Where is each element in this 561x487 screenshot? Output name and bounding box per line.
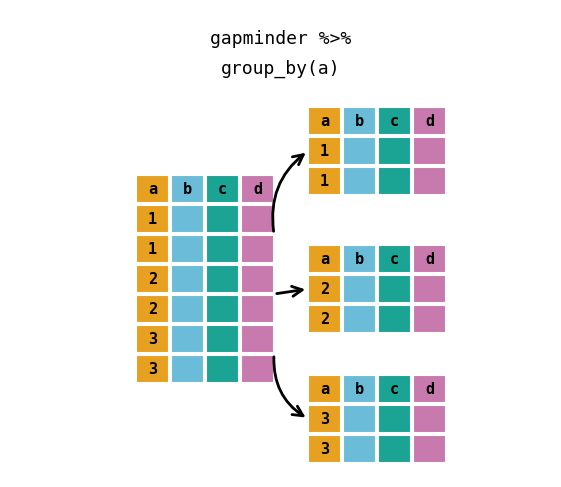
Bar [343, 305, 376, 333]
Bar [308, 375, 341, 403]
Bar [136, 295, 169, 323]
Text: d: d [425, 381, 434, 396]
Text: 2: 2 [148, 301, 157, 317]
Bar [206, 205, 239, 233]
Text: b: b [355, 113, 364, 129]
Bar [343, 375, 376, 403]
Bar [378, 107, 411, 135]
Bar [241, 205, 274, 233]
Bar [308, 305, 341, 333]
Bar [413, 305, 446, 333]
Bar [241, 295, 274, 323]
Bar [241, 235, 274, 263]
Bar [378, 435, 411, 463]
Bar [171, 355, 204, 383]
Bar [308, 435, 341, 463]
Bar [308, 275, 341, 303]
Bar [136, 175, 169, 203]
Text: 1: 1 [148, 211, 157, 226]
Bar [206, 325, 239, 353]
Text: b: b [183, 182, 192, 196]
Text: 3: 3 [320, 442, 329, 456]
Bar [378, 405, 411, 433]
Text: c: c [390, 113, 399, 129]
Text: d: d [425, 113, 434, 129]
Bar [171, 325, 204, 353]
Bar [413, 167, 446, 195]
Bar [413, 275, 446, 303]
Bar [378, 305, 411, 333]
Bar [343, 275, 376, 303]
Bar [136, 235, 169, 263]
Bar [343, 107, 376, 135]
Bar [343, 405, 376, 433]
Text: c: c [218, 182, 227, 196]
Bar [413, 405, 446, 433]
Text: 3: 3 [148, 361, 157, 376]
Text: b: b [355, 251, 364, 266]
Bar [413, 435, 446, 463]
Text: 1: 1 [320, 144, 329, 158]
Bar [241, 175, 274, 203]
Bar [241, 265, 274, 293]
Text: 3: 3 [320, 412, 329, 427]
Bar [171, 295, 204, 323]
Bar [136, 355, 169, 383]
Bar [171, 265, 204, 293]
Text: 2: 2 [320, 281, 329, 297]
Text: 1: 1 [148, 242, 157, 257]
Bar [343, 137, 376, 165]
Bar [171, 205, 204, 233]
Text: c: c [390, 251, 399, 266]
Text: 2: 2 [320, 312, 329, 326]
Bar [206, 175, 239, 203]
Text: d: d [253, 182, 262, 196]
Bar [308, 107, 341, 135]
Bar [171, 175, 204, 203]
Bar [343, 435, 376, 463]
Bar [241, 325, 274, 353]
Bar [206, 265, 239, 293]
Text: 3: 3 [148, 332, 157, 346]
Bar [413, 375, 446, 403]
Bar [413, 245, 446, 273]
Bar [308, 137, 341, 165]
Text: d: d [425, 251, 434, 266]
Text: c: c [390, 381, 399, 396]
Bar [413, 137, 446, 165]
Text: 2: 2 [148, 271, 157, 286]
Bar [308, 167, 341, 195]
Bar [308, 245, 341, 273]
Bar [206, 355, 239, 383]
Text: b: b [355, 381, 364, 396]
Bar [343, 167, 376, 195]
Bar [206, 235, 239, 263]
Bar [136, 325, 169, 353]
Text: a: a [320, 113, 329, 129]
Bar [378, 137, 411, 165]
Bar [378, 245, 411, 273]
Bar [171, 235, 204, 263]
Bar [378, 167, 411, 195]
Text: 1: 1 [320, 173, 329, 188]
Text: gapminder %>%: gapminder %>% [210, 30, 351, 48]
Bar [378, 275, 411, 303]
Text: group_by(a): group_by(a) [220, 60, 341, 78]
Bar [343, 245, 376, 273]
Bar [308, 405, 341, 433]
Bar [378, 375, 411, 403]
Bar [136, 265, 169, 293]
Text: a: a [148, 182, 157, 196]
Bar [241, 355, 274, 383]
Bar [136, 205, 169, 233]
Text: a: a [320, 251, 329, 266]
Bar [206, 295, 239, 323]
Text: a: a [320, 381, 329, 396]
Bar [413, 107, 446, 135]
